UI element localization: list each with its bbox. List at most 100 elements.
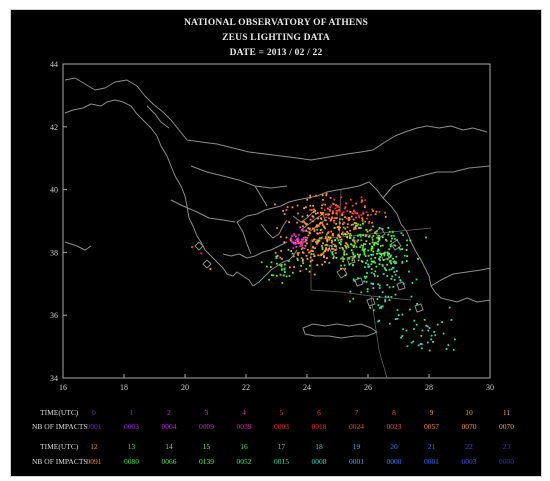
lightning-strike-dot (350, 215, 353, 218)
lightning-strike-dot (281, 258, 283, 260)
lightning-strike-dot (343, 258, 345, 260)
lightning-strike-dot (305, 268, 308, 270)
impact-count-cell: 0001 (424, 457, 439, 466)
lightning-strike-dot (280, 264, 283, 266)
lightning-strike-dot (327, 214, 329, 217)
lightning-strike-dot (332, 202, 334, 205)
time-hour-cell: 17 (277, 442, 286, 451)
lightning-strike-dot (338, 206, 341, 209)
impact-count-cell: 0003 (124, 422, 139, 431)
lightning-strike-dot (402, 234, 404, 237)
lightning-strike-dot (393, 235, 395, 237)
lightning-strike-dot (306, 198, 309, 201)
lightning-strike-dot (417, 257, 419, 260)
lightning-strike-dot (344, 206, 347, 208)
lightning-strike-dot (377, 248, 380, 251)
lightning-strike-dot (356, 224, 359, 227)
lightning-strike-dot (354, 227, 357, 230)
lightning-strike-dot (300, 264, 302, 267)
lightning-strike-dot (318, 239, 321, 242)
lightning-strike-dot (388, 268, 391, 271)
lightning-strike-dot (347, 232, 350, 235)
lightning-strike-dot (301, 238, 304, 241)
lightning-strike-dot (409, 239, 412, 242)
lightning-strike-dot (325, 194, 328, 197)
time-hour-cell: 9 (429, 408, 434, 417)
lightning-strike-dot (378, 238, 381, 241)
lightning-strike-dot (430, 338, 433, 341)
lightning-strike-dot (353, 227, 356, 229)
lightning-strike-dot (344, 267, 346, 270)
lightning-strike-dot (311, 220, 314, 223)
lightning-strike-dot (358, 234, 361, 236)
lightning-strike-dot (345, 242, 347, 244)
lightning-strike-dot (321, 248, 324, 251)
lightning-strike-dot (333, 217, 336, 220)
lightning-strike-dot (388, 231, 391, 233)
lightning-strike-dot (372, 309, 375, 312)
impact-count-cell: 0015 (274, 457, 289, 466)
lightning-strike-dot (377, 240, 380, 243)
lightning-strike-dot (365, 262, 367, 264)
lightning-strike-dot (312, 227, 314, 230)
x-tick-label: 20 (181, 383, 189, 392)
lightning-strike-dot (408, 270, 410, 273)
lightning-strike-dot (297, 253, 300, 256)
lightning-strike-dot (344, 233, 347, 236)
impact-count-cell: 0066 (161, 457, 177, 466)
time-hour-cell: 21 (427, 442, 436, 451)
lightning-strike-dot (346, 233, 348, 236)
lightning-strike-dot (346, 236, 349, 239)
lightning-strike-dot (366, 288, 369, 290)
lightning-strike-dot (371, 246, 374, 249)
lightning-strike-dot (324, 261, 326, 263)
lightning-strike-dot (378, 307, 381, 309)
lightning-strike-dot (430, 334, 433, 337)
lightning-strike-dot (383, 254, 386, 257)
lightning-strike-dot (331, 248, 333, 250)
lightning-strike-dot (371, 236, 374, 239)
lightning-strike-dot (352, 278, 355, 281)
lightning-strike-dot (376, 237, 378, 239)
lightning-strike-dot (366, 217, 368, 220)
lightning-strike-dot (401, 262, 404, 264)
lightning-strike-dot (386, 284, 389, 286)
lightning-strike-dot (393, 260, 396, 263)
lightning-strike-dot (342, 233, 344, 236)
lightning-strike-dot (391, 237, 393, 240)
y-tick-label: 36 (50, 311, 58, 320)
lightning-strike-dot (316, 225, 319, 228)
lightning-strike-dot (353, 279, 356, 282)
lightning-strike-dot (385, 239, 388, 242)
lightning-strike-dot (290, 240, 293, 242)
lightning-strike-dot (355, 202, 358, 205)
lightning-strike-dot (343, 250, 346, 252)
lightning-strike-dot (288, 275, 291, 277)
lightning-strike-dot (326, 257, 328, 259)
lightning-strike-dot (333, 245, 336, 247)
lightning-strike-dot (332, 234, 334, 237)
lightning-strike-dot (343, 264, 346, 267)
lightning-strike-dot (305, 229, 308, 232)
lightning-strike-dot (386, 254, 389, 257)
lightning-strike-dot (302, 229, 304, 232)
lightning-strike-dot (330, 204, 333, 207)
lightning-strike-dot (368, 222, 370, 225)
lightning-strike-dot (312, 253, 315, 255)
lightning-strike-dot (340, 264, 342, 267)
lightning-strike-dot (304, 244, 307, 247)
lightning-strike-dot (352, 218, 355, 221)
lightning-strike-dot (387, 227, 390, 229)
lightning-strike-dot (292, 255, 295, 258)
lightning-strike-dot (370, 260, 373, 263)
impact-count-cell: 0000 (386, 457, 402, 466)
lightning-strike-dot (403, 254, 406, 257)
x-tick-label: 28 (425, 383, 433, 392)
lightning-strike-dot (355, 224, 357, 227)
lightning-strike-dot (361, 261, 364, 263)
lightning-strike-dot (338, 247, 341, 249)
lightning-strike-dot (323, 209, 326, 211)
lightning-strike-dot (309, 260, 312, 263)
lightning-strike-dot (338, 242, 341, 244)
impact-count-cell: 0008 (311, 457, 327, 466)
